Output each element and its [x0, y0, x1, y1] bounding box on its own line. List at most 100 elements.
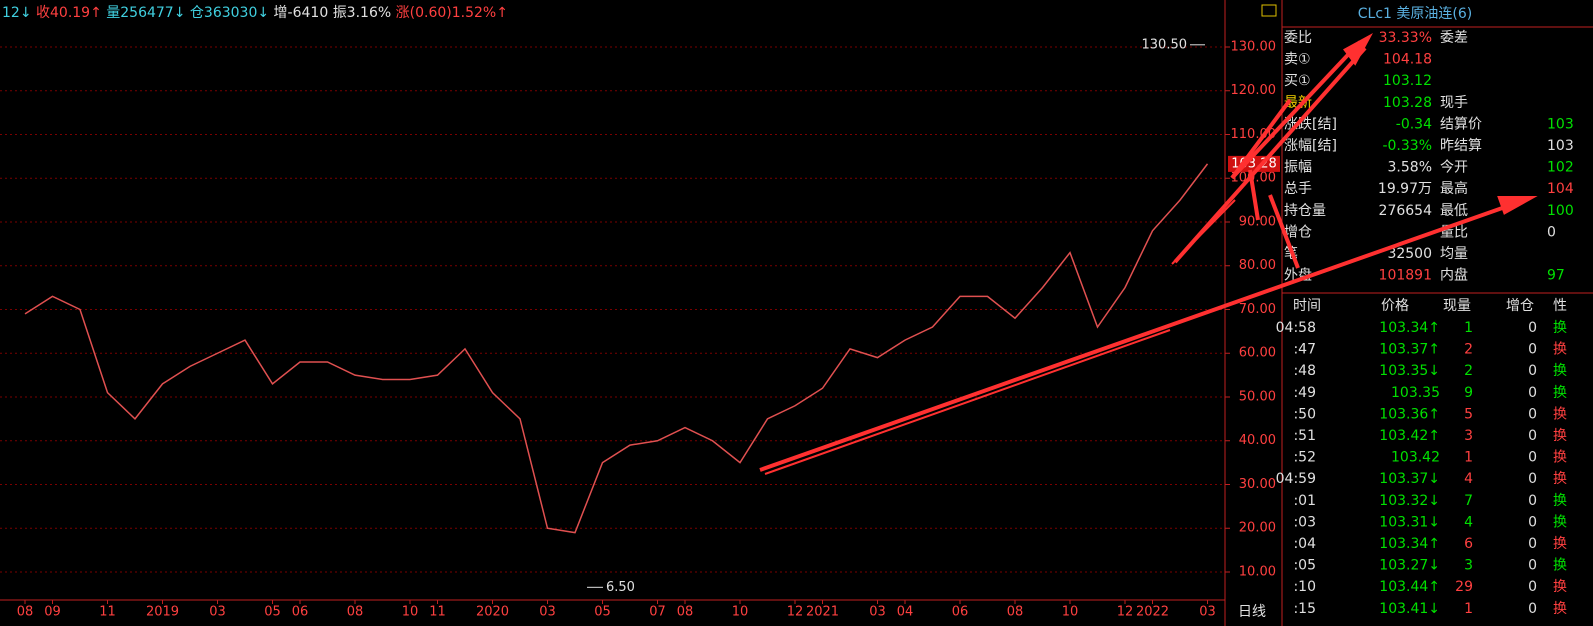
y-tick-label: 70.00	[1239, 302, 1276, 317]
trade-volume: 2	[1464, 363, 1473, 379]
table-header: 时间	[1293, 298, 1321, 314]
trade-price: 103.41↓	[1379, 601, 1440, 617]
quote-value: 32500	[1387, 246, 1432, 262]
arrowhead	[1343, 33, 1373, 66]
header-item: 量256477↓	[106, 5, 185, 21]
trade-nature: 换	[1553, 449, 1567, 466]
quote-value: 3.58%	[1388, 160, 1432, 176]
x-tick-label: 2022	[1136, 605, 1169, 620]
trade-volume: 2	[1464, 342, 1473, 358]
quote-label: 增仓	[1284, 224, 1312, 240]
arrow	[1230, 40, 1362, 180]
panel-title: CLc1 美原油连(6)	[1358, 6, 1472, 22]
trade-nature: 换	[1553, 427, 1567, 444]
table-header: 价格	[1381, 298, 1409, 314]
trade-nature: 换	[1553, 557, 1567, 574]
x-tick-label: 11	[99, 605, 116, 620]
trade-time: :49	[1293, 385, 1316, 401]
y-tick-label: 30.00	[1239, 477, 1276, 492]
x-tick-label: 05	[594, 605, 611, 620]
trade-time: :50	[1293, 406, 1316, 422]
header-item: 仓363030↓	[190, 5, 269, 21]
annotation-arrows	[759, 33, 1538, 475]
x-tick-label: 09	[44, 605, 61, 620]
arrow	[759, 198, 1526, 472]
chart: 10.00 20.00 30.00 40.00 50.00 60.00 70.00 80.00…	[0, 37, 1280, 620]
x-tick-label: 08	[17, 605, 34, 620]
trend-line	[764, 329, 1171, 475]
trade-oi: 0	[1528, 558, 1537, 574]
trade-price: 103.44↑	[1379, 579, 1440, 595]
quote-label: 今开	[1440, 160, 1468, 176]
quote-value: -0.34	[1396, 116, 1432, 132]
trade-volume: 29	[1455, 579, 1473, 595]
trade-time: :15	[1293, 601, 1316, 617]
trade-volume: 5	[1464, 406, 1473, 422]
period-label: 日线	[1238, 604, 1266, 620]
table-header: 增仓	[1506, 298, 1534, 314]
arrow	[1173, 46, 1367, 264]
trade-nature: 换	[1553, 470, 1567, 487]
quote-label: 卖①	[1284, 52, 1311, 68]
x-tick-label: 05	[264, 605, 281, 620]
trade-nature: 换	[1553, 319, 1567, 336]
trade-price: 103.35↓	[1379, 363, 1440, 379]
quote-value: 97	[1547, 268, 1565, 284]
trade-price: 103.27↓	[1379, 558, 1440, 574]
quote-value: 103	[1547, 138, 1574, 154]
trade-oi: 0	[1528, 363, 1537, 379]
y-tick-label: 120.00	[1231, 83, 1277, 98]
trade-price: 103.31↓	[1379, 514, 1440, 530]
y-tick-label: 50.00	[1239, 389, 1276, 404]
trade-nature: 换	[1553, 384, 1567, 401]
quote-value: 102	[1547, 160, 1574, 176]
x-tick-label: 12	[787, 605, 804, 620]
trade-oi: 0	[1528, 320, 1537, 336]
trade-nature: 换	[1553, 535, 1567, 552]
quote-value: 103.12	[1383, 73, 1432, 89]
x-tick-label: 03	[539, 605, 556, 620]
quote-label: 涨跌[结]	[1284, 116, 1337, 132]
quote-value: 104.18	[1383, 52, 1432, 68]
quote-label: 委差	[1440, 30, 1468, 46]
arrow	[1248, 169, 1260, 221]
trade-volume: 7	[1464, 493, 1473, 509]
x-tick-label: 2020	[476, 605, 509, 620]
trade-time: :01	[1293, 493, 1316, 509]
header-bar: 12↓ 收40.19↑ 量256477↓ 仓363030↓ 增-6410 振3.…	[2, 5, 508, 21]
quote-value: 101891	[1379, 268, 1432, 284]
header-item: 增-6410	[274, 5, 329, 21]
annotation-label: 130.50	[1142, 37, 1188, 52]
quote-value: 103.28	[1383, 95, 1432, 111]
quote-value: -0.33%	[1382, 138, 1432, 154]
quote-value: 100	[1547, 203, 1574, 219]
trade-price: 103.37↓	[1379, 471, 1440, 487]
trade-time: 04:59	[1276, 471, 1316, 487]
x-tick-label: 06	[952, 605, 969, 620]
trade-nature: 换	[1553, 362, 1567, 379]
window-icon[interactable]	[1261, 4, 1277, 17]
arrow	[1230, 98, 1292, 180]
trade-time: :04	[1293, 536, 1316, 552]
trade-nature: 换	[1553, 600, 1567, 617]
x-tick-label: 06	[292, 605, 309, 620]
y-tick-label: 90.00	[1239, 214, 1276, 229]
trade-nature: 换	[1553, 492, 1567, 509]
x-tick-label: 03	[1199, 605, 1216, 620]
trade-oi: 0	[1528, 450, 1537, 466]
x-tick-label: 08	[677, 605, 694, 620]
trade-time: :10	[1293, 579, 1316, 595]
table-header: 现量	[1443, 298, 1471, 314]
trade-price: 103.34↑	[1379, 536, 1440, 552]
x-tick-label: 08	[347, 605, 364, 620]
header-item: 12↓	[2, 5, 32, 21]
trade-volume: 4	[1464, 514, 1473, 530]
trade-oi: 0	[1528, 579, 1537, 595]
quote-label: 振幅	[1284, 160, 1312, 176]
quote-label: 现手	[1440, 95, 1468, 111]
header-item: 振3.16%	[333, 5, 391, 21]
y-tick-label: 110.00	[1231, 127, 1277, 142]
trade-nature: 换	[1553, 405, 1567, 422]
